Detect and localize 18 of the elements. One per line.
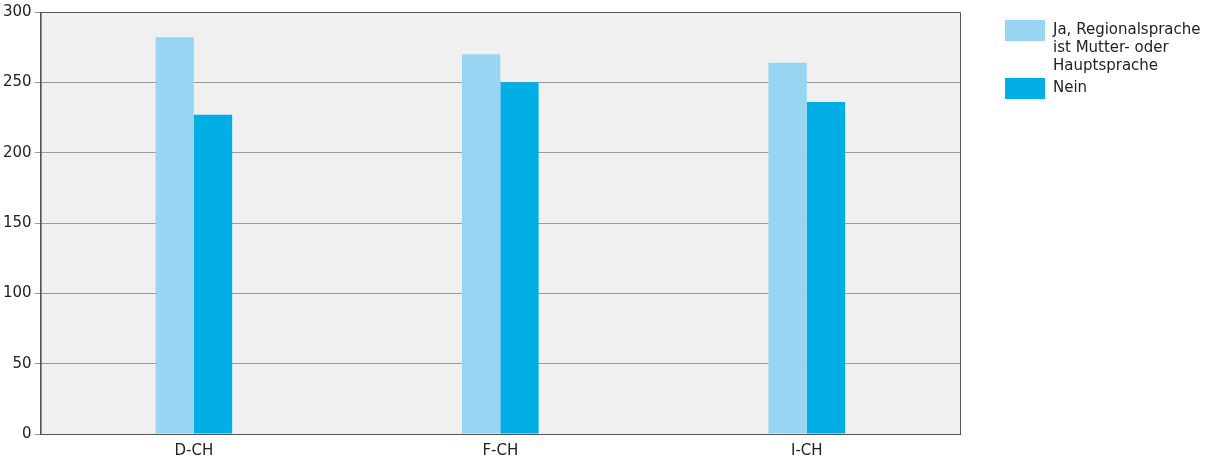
y-tick-label: 50 xyxy=(12,353,32,372)
bar xyxy=(768,62,807,434)
bar xyxy=(500,82,539,434)
y-tick-label: 100 xyxy=(2,283,32,302)
bar xyxy=(806,102,846,434)
bar xyxy=(155,37,194,434)
x-tick-label: F-CH xyxy=(482,440,519,459)
legend-label: Nein xyxy=(1053,78,1088,96)
legend-label: Ja, Regionalsprache ist Mutter- oder Hauptsprache xyxy=(1053,20,1202,74)
x-tick-label: I-CH xyxy=(790,440,823,459)
y-tick-label: 200 xyxy=(2,142,32,161)
bar xyxy=(193,114,233,434)
x-tick-label: D-CH xyxy=(174,440,214,459)
y-tick-label: 0 xyxy=(22,423,32,442)
bar xyxy=(462,54,501,434)
y-tick-label: 150 xyxy=(2,212,32,231)
y-tick-label: 300 xyxy=(2,1,32,20)
y-tick-label: 250 xyxy=(2,72,32,91)
